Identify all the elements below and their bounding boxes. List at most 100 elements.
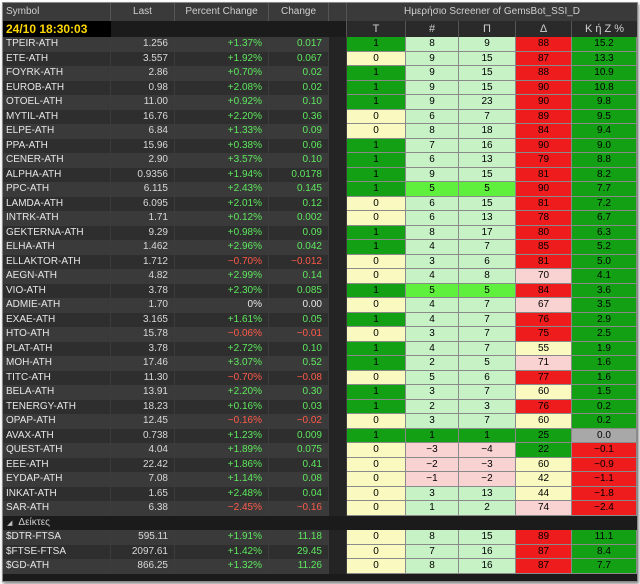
- table-row[interactable]: SAR-ATH 6.38 −2.45% −0.16 0 1 2 74 −2.4: [3, 501, 637, 516]
- last-column-header[interactable]: Last: [111, 3, 175, 21]
- table-row[interactable]: TENERGY-ATH 18.23 +0.16% 0.03 1 2 3 76 0.2: [3, 399, 637, 414]
- indices-section-header[interactable]: ◢ Δείκτες: [3, 515, 637, 530]
- table-row[interactable]: CENER-ATH 2.90 +3.57% 0.10 1 6 13 79 8.8: [3, 153, 637, 168]
- delta-indicator-cell: 60: [516, 414, 572, 429]
- table-row[interactable]: $GD-ATH 866.25 +1.32% 11.26 0 8 16 87 7.7: [3, 559, 637, 574]
- change-cell: −0.16: [269, 501, 329, 516]
- pi-indicator-cell: 5: [459, 283, 516, 298]
- change-cell: 0.09: [269, 124, 329, 139]
- kz-indicator-cell: 6.3: [572, 225, 637, 240]
- table-row[interactable]: TPEIR-ATH 1.256 +1.37% 0.017 1 8 9 88 15.2: [3, 37, 637, 52]
- change-cell: 0.14: [269, 269, 329, 284]
- last-price-cell: 1.256: [111, 37, 175, 52]
- table-row[interactable]: MOH-ATH 17.46 +3.07% 0.52 1 2 5 71 1.6: [3, 356, 637, 371]
- percent-change-column-header[interactable]: Percent Change: [175, 3, 269, 21]
- hash-column-header[interactable]: #: [406, 21, 459, 37]
- t-indicator-cell: 0: [347, 457, 406, 472]
- delta-indicator-cell: 71: [516, 356, 572, 371]
- table-row[interactable]: HTO-ATH 15.78 −0.06% −0.01 0 3 7 75 2.5: [3, 327, 637, 342]
- t-indicator-cell: 0: [347, 109, 406, 124]
- table-row[interactable]: OTOEL-ATH 11.00 +0.92% 0.10 1 9 23 90 9.8: [3, 95, 637, 110]
- percent-change-cell: +1.89%: [175, 443, 269, 458]
- last-price-cell: 2.90: [111, 153, 175, 168]
- table-row[interactable]: ELLAKTOR-ATH 1.712 −0.70% −0.012 0 3 6 81 5.0: [3, 254, 637, 269]
- table-row[interactable]: LAMDA-ATH 6.095 +2.01% 0.12 0 6 15 81 7.2: [3, 196, 637, 211]
- delta-column-header[interactable]: Δ: [516, 21, 572, 37]
- table-row[interactable]: INKAT-ATH 1.65 +2.48% 0.04 0 3 13 44 −1.8: [3, 486, 637, 501]
- kz-column-header[interactable]: Κ ή Ζ %: [572, 21, 637, 37]
- collapse-triangle-icon[interactable]: ◢: [7, 519, 13, 527]
- table-row[interactable]: GEKTERNA-ATH 9.29 +0.98% 0.09 1 8 17 80 6.3: [3, 225, 637, 240]
- table-row[interactable]: PPC-ATH 6.115 +2.43% 0.145 1 5 5 90 7.7: [3, 182, 637, 197]
- table-row[interactable]: EUROB-ATH 0.98 +2.08% 0.02 1 9 15 90 10.8: [3, 80, 637, 95]
- hash-indicator-cell: 5: [406, 370, 459, 385]
- table-row[interactable]: ADMIE-ATH 1.70 0% 0.00 0 4 7 67 3.5: [3, 298, 637, 313]
- percent-change-cell: +2.30%: [175, 283, 269, 298]
- table-row[interactable]: ELHA-ATH 1.462 +2.96% 0.042 1 4 7 85 5.2: [3, 240, 637, 255]
- symbol-column-header[interactable]: Symbol: [3, 3, 111, 21]
- percent-change-cell: +2.08%: [175, 80, 269, 95]
- percent-change-cell: +1.23%: [175, 428, 269, 443]
- table-row[interactable]: AEGN-ATH 4.82 +2.99% 0.14 0 4 8 70 4.1: [3, 269, 637, 284]
- percent-change-cell: +0.16%: [175, 399, 269, 414]
- table-row[interactable]: PLAT-ATH 3.78 +2.72% 0.10 1 4 7 55 1.9: [3, 341, 637, 356]
- change-cell: 0.00: [269, 298, 329, 313]
- symbol-cell: EUROB-ATH: [3, 80, 111, 95]
- table-row[interactable]: INTRK-ATH 1.71 +0.12% 0.002 0 6 13 78 6.7: [3, 211, 637, 226]
- last-price-cell: 6.84: [111, 124, 175, 139]
- kz-indicator-cell: −1.8: [572, 486, 637, 501]
- delta-indicator-cell: 90: [516, 80, 572, 95]
- change-cell: 29.45: [269, 544, 329, 559]
- change-column-header[interactable]: Change: [269, 3, 329, 21]
- percent-change-cell: +0.70%: [175, 66, 269, 81]
- table-row[interactable]: TITC-ATH 11.30 −0.70% −0.08 0 5 6 77 1.6: [3, 370, 637, 385]
- table-row[interactable]: EXAE-ATH 3.165 +1.61% 0.05 1 4 7 76 2.9: [3, 312, 637, 327]
- table-row[interactable]: $DTR-FTSA 595.11 +1.91% 11.18 0 8 15 89 11.1: [3, 530, 637, 545]
- table-row[interactable]: BELA-ATH 13.91 +2.20% 0.30 1 3 7 60 1.5: [3, 385, 637, 400]
- symbol-cell: AEGN-ATH: [3, 269, 111, 284]
- t-indicator-cell: 0: [347, 327, 406, 342]
- change-cell: 0.06: [269, 138, 329, 153]
- t-indicator-cell: 1: [347, 240, 406, 255]
- hash-indicator-cell: 8: [406, 559, 459, 574]
- kz-indicator-cell: −0.9: [572, 457, 637, 472]
- symbol-cell: BELA-ATH: [3, 385, 111, 400]
- last-price-cell: 3.557: [111, 51, 175, 66]
- spacer-cell: [329, 66, 347, 81]
- table-row[interactable]: ETE-ATH 3.557 +1.92% 0.067 0 9 15 87 13.3: [3, 51, 637, 66]
- table-row[interactable]: FOYRK-ATH 2.86 +0.70% 0.02 1 9 15 88 10.9: [3, 66, 637, 81]
- pi-column-header[interactable]: Π: [459, 21, 516, 37]
- pi-indicator-cell: −3: [459, 457, 516, 472]
- delta-indicator-cell: 89: [516, 109, 572, 124]
- change-cell: 0.36: [269, 109, 329, 124]
- t-indicator-cell: 0: [347, 443, 406, 458]
- table-row[interactable]: ELPE-ATH 6.84 +1.33% 0.09 0 8 18 84 9.4: [3, 124, 637, 139]
- table-row[interactable]: AVAX-ATH 0.738 +1.23% 0.009 1 1 1 25 0.0: [3, 428, 637, 443]
- pi-indicator-cell: 16: [459, 138, 516, 153]
- percent-change-cell: +0.38%: [175, 138, 269, 153]
- symbol-cell: TENERGY-ATH: [3, 399, 111, 414]
- symbol-cell: ELHA-ATH: [3, 240, 111, 255]
- kz-indicator-cell: 2.5: [572, 327, 637, 342]
- t-column-header[interactable]: T: [347, 21, 406, 37]
- pi-indicator-cell: 9: [459, 37, 516, 52]
- spacer-cell: [329, 225, 347, 240]
- change-cell: 0.017: [269, 37, 329, 52]
- table-row[interactable]: EYDAP-ATH 7.08 +1.14% 0.08 0 −1 −2 42 −1.1: [3, 472, 637, 487]
- symbol-cell: LAMDA-ATH: [3, 196, 111, 211]
- pi-indicator-cell: 7: [459, 327, 516, 342]
- symbol-cell: MYTIL-ATH: [3, 109, 111, 124]
- table-row[interactable]: ALPHA-ATH 0.9356 +1.94% 0.0178 1 9 15 81 8.2: [3, 167, 637, 182]
- table-row[interactable]: EEE-ATH 22.42 +1.86% 0.41 0 −2 −3 60 −0.9: [3, 457, 637, 472]
- table-row[interactable]: QUEST-ATH 4.04 +1.89% 0.075 0 −3 −4 22 −0.1: [3, 443, 637, 458]
- delta-indicator-cell: 81: [516, 254, 572, 269]
- delta-indicator-cell: 76: [516, 399, 572, 414]
- table-row[interactable]: $FTSE-FTSA 2097.61 +1.42% 29.45 0 7 16 87 8.4: [3, 544, 637, 559]
- table-row[interactable]: OPAP-ATH 12.45 −0.16% −0.02 0 3 7 60 0.2: [3, 414, 637, 429]
- symbol-cell: EYDAP-ATH: [3, 472, 111, 487]
- change-cell: 11.18: [269, 530, 329, 545]
- table-row[interactable]: MYTIL-ATH 16.76 +2.20% 0.36 0 6 7 89 9.5: [3, 109, 637, 124]
- table-row[interactable]: PPA-ATH 15.96 +0.38% 0.06 1 7 16 90 9.0: [3, 138, 637, 153]
- t-indicator-cell: 1: [347, 225, 406, 240]
- table-row[interactable]: VIO-ATH 3.78 +2.30% 0.085 1 5 5 84 3.6: [3, 283, 637, 298]
